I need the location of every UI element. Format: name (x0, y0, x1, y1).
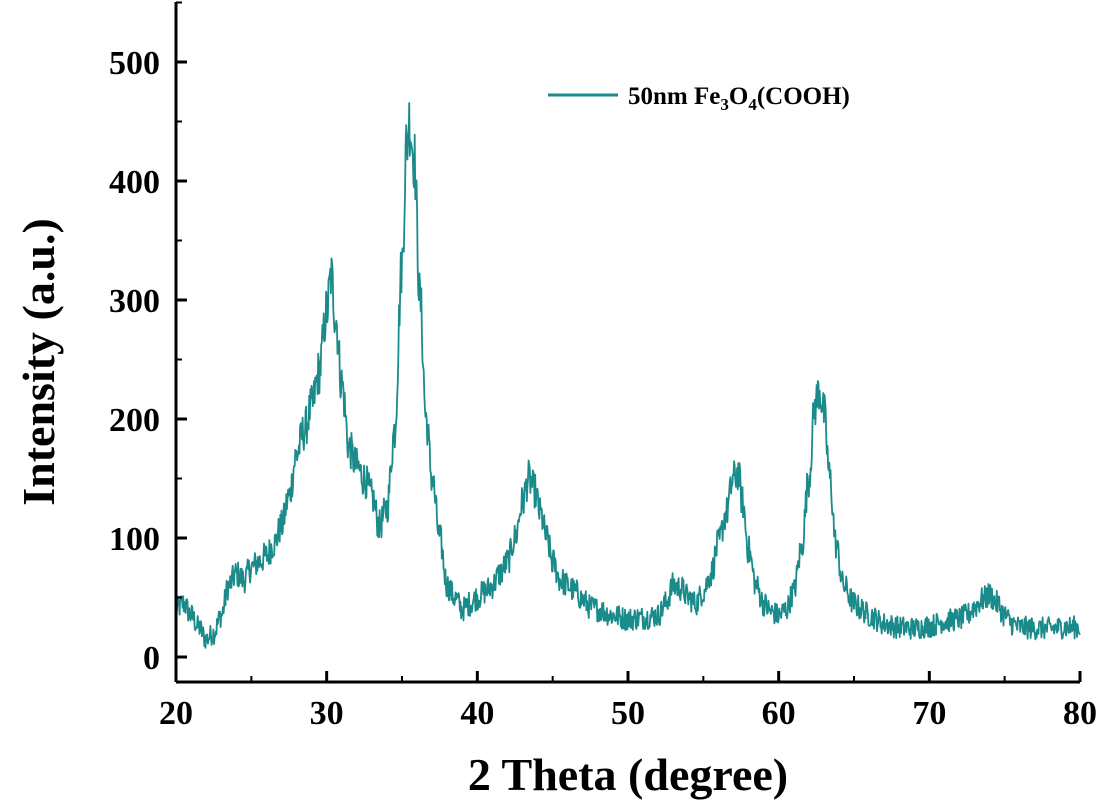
tick-labels: 20 30 40 50 60 70 80 0 100 200 300 400 500 (109, 45, 1097, 732)
x-axis-title: 2 Theta (degree) (468, 749, 788, 800)
y-tick-label: 200 (109, 402, 160, 439)
x-tick-label: 30 (310, 695, 344, 732)
legend-label: 50nm Fe3O4(COOH) (628, 83, 850, 114)
x-tick-label: 80 (1063, 695, 1097, 732)
y-tick-label: 100 (109, 521, 160, 558)
legend: 50nm Fe3O4(COOH) (548, 83, 850, 114)
x-tick-label: 50 (611, 695, 645, 732)
plot-area (175, 102, 1081, 649)
x-tick-label: 70 (912, 695, 946, 732)
series-line (175, 102, 1081, 649)
x-tick-label: 60 (762, 695, 796, 732)
y-axis-title: Intensity (a.u.) (13, 218, 64, 506)
y-tick-label: 400 (109, 164, 160, 201)
y-tick-label: 300 (109, 283, 160, 320)
y-tick-label: 500 (109, 45, 160, 82)
x-tick-label: 20 (159, 695, 193, 732)
y-tick-label: 0 (143, 640, 160, 677)
ticks (174, 1, 1082, 682)
x-tick-label: 40 (460, 695, 494, 732)
